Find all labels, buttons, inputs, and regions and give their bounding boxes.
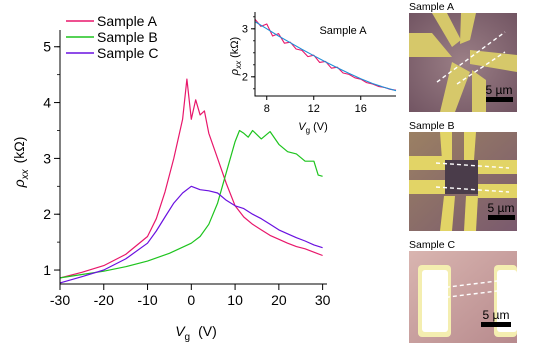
main-ytick-label: 3 xyxy=(43,150,51,166)
inset-ytick-label: 2 xyxy=(242,72,248,84)
micrograph-sample-c: Sample C 5 µm xyxy=(409,239,517,343)
main-ytick-label: 1 xyxy=(43,262,51,278)
micrograph-b-electrodes xyxy=(409,132,517,231)
inset-ylabel: ρxx(kΩ) xyxy=(229,37,243,76)
inset-ticks: 8 12 16 2 3 xyxy=(242,16,367,115)
main-ytick-label: 5 xyxy=(43,39,51,55)
main-xtick-label: -30 xyxy=(50,292,70,308)
micrograph-c-scale-bar xyxy=(481,322,511,327)
micrograph-a-label: Sample A xyxy=(409,1,454,13)
main-series-sample-b xyxy=(59,129,323,279)
micrograph-b-flake-edge-2 xyxy=(435,186,510,193)
main-xtick-label: 10 xyxy=(227,292,243,308)
legend-label-sample-b: Sample B xyxy=(97,29,158,45)
main-xtick-label: 0 xyxy=(187,292,195,308)
micrograph-c-label: Sample C xyxy=(409,239,456,251)
legend-label-sample-a: Sample A xyxy=(97,13,158,29)
micrograph-a-electrodes xyxy=(409,13,517,112)
micrograph-a-scale-bar xyxy=(486,97,513,102)
inset-xlabel: Vg (V) xyxy=(298,121,327,135)
main-series-sample-a xyxy=(59,78,323,279)
micrograph-b-scale-label: 5 µm xyxy=(488,201,515,215)
micrograph-sample-b: Sample B 5 µm xyxy=(409,120,517,231)
main-series-lines xyxy=(59,78,323,284)
inset-xtick-label: 16 xyxy=(355,103,367,115)
inset-series-fit xyxy=(254,21,397,92)
main-ytick-label: 2 xyxy=(43,206,51,222)
micrograph-c-scale-label: 5 µm xyxy=(483,308,510,322)
micrograph-sample-a: Sample A 5 µm xyxy=(409,1,517,112)
main-ytick-label: 4 xyxy=(43,94,51,110)
micrograph-a-scale-label: 5 µm xyxy=(486,83,513,97)
inset-ytick-label: 3 xyxy=(242,24,248,36)
inset-xtick-label: 8 xyxy=(264,103,270,115)
inset-title: Sample A xyxy=(319,25,367,37)
main-xtick-label: -20 xyxy=(94,292,114,308)
inset-axes xyxy=(254,12,396,97)
legend-label-sample-c: Sample C xyxy=(97,45,158,61)
micrograph-b-label: Sample B xyxy=(409,120,455,132)
main-ylabel: ρxx(kΩ) xyxy=(11,137,31,189)
inset-xtick-label: 12 xyxy=(308,103,320,115)
micrograph-b-scale-bar xyxy=(488,215,515,220)
micrograph-a-flake-edge xyxy=(436,31,506,83)
inset-series-lines xyxy=(254,18,397,92)
inset-chart: 8 12 16 2 3 Sample A Vg (V) ρxx(kΩ) xyxy=(229,12,397,135)
main-xtick-label: 30 xyxy=(315,292,331,308)
micrograph-b-flake-edge xyxy=(435,162,510,169)
micrograph-c-flake-edge-2 xyxy=(431,290,498,300)
micrograph-c-electrodes xyxy=(418,265,517,337)
main-xlabel: Vg (V) xyxy=(175,323,217,343)
micrograph-a-flake-edge-2 xyxy=(456,51,506,85)
main-series-sample-c xyxy=(59,185,323,284)
micrograph-c-flake-edge xyxy=(431,280,498,290)
main-xtick-label: -10 xyxy=(137,292,157,308)
main-xtick-label: 20 xyxy=(271,292,287,308)
